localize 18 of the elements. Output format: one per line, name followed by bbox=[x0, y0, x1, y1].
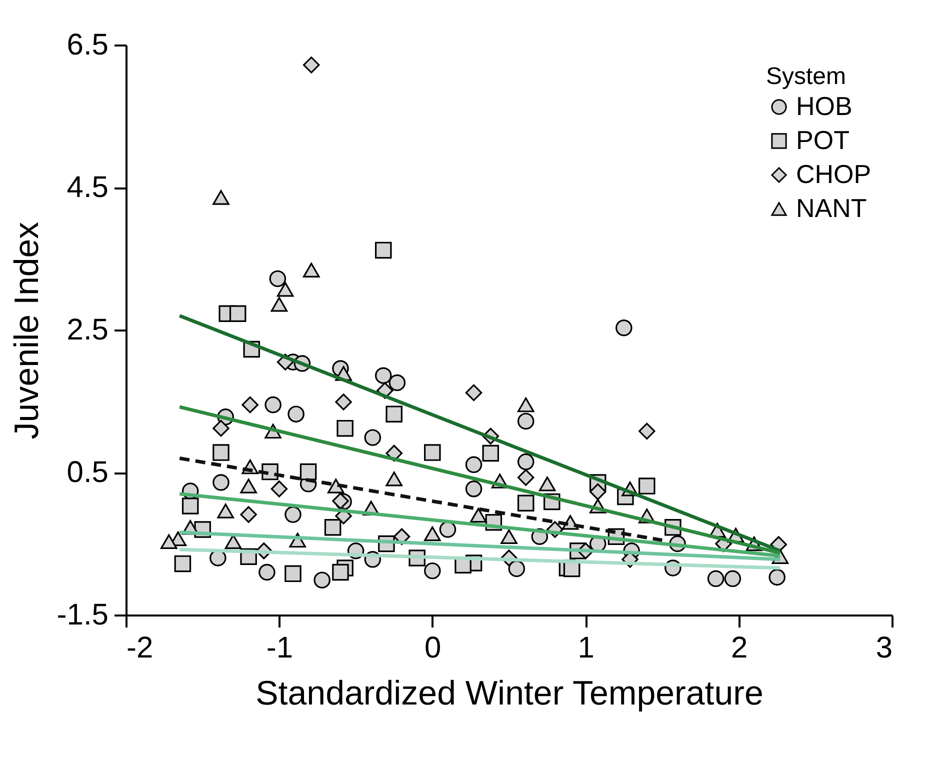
legend-label: NANT bbox=[796, 193, 867, 223]
legend-label: CHOP bbox=[796, 159, 872, 189]
x-tick-label: -1 bbox=[266, 632, 294, 664]
legend-label: HOB bbox=[796, 91, 852, 121]
y-tick-label: 0.5 bbox=[66, 456, 108, 489]
y-tick-label: -1.5 bbox=[56, 598, 108, 632]
x-tick-label: 3 bbox=[876, 632, 892, 664]
x-tick-label: 2 bbox=[730, 632, 748, 664]
y-axis-title: Juvenile Index bbox=[8, 222, 46, 440]
legend-label: POT bbox=[796, 125, 850, 155]
y-tick-label: 4.5 bbox=[66, 171, 108, 204]
x-tick-label: -2 bbox=[126, 632, 154, 664]
legend-title: System bbox=[766, 63, 846, 90]
y-tick-label: 2.5 bbox=[66, 314, 108, 346]
y-tick-label: 6.5 bbox=[66, 28, 108, 62]
x-tick-label: 0 bbox=[424, 632, 442, 664]
x-tick-label: 1 bbox=[578, 632, 594, 664]
x-axis-title: Standardized Winter Temperature bbox=[256, 674, 764, 712]
